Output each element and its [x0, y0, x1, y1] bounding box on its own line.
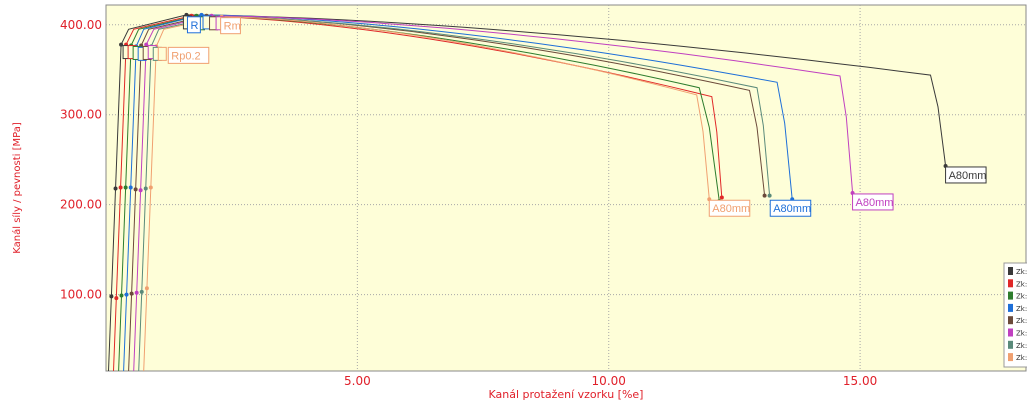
data-point [123, 185, 128, 190]
label-box [708, 199, 751, 217]
rp-label-box [157, 46, 167, 61]
legend-swatch [1008, 291, 1013, 300]
a80-label: A80mm [708, 199, 751, 217]
rp-label: Rp0.2 [167, 46, 210, 64]
legend-swatch [1008, 353, 1013, 362]
legend-swatch [1008, 328, 1013, 337]
data-point [144, 286, 149, 291]
data-point [118, 185, 123, 190]
data-point [129, 291, 134, 296]
legend-box [1003, 262, 1027, 368]
data-point [109, 294, 114, 299]
data-point [119, 42, 124, 47]
label-text: R [190, 20, 198, 32]
a80-label: A80mm [769, 199, 812, 217]
label-box [852, 193, 894, 211]
data-point [148, 185, 153, 190]
label-text: A80mm [712, 203, 750, 215]
data-point [767, 193, 772, 198]
data-point [133, 187, 138, 192]
a80-label: A80mm [945, 166, 987, 184]
legend-label: Zk: [1016, 280, 1027, 288]
label-box [220, 17, 241, 35]
y-tick-label: 200.00 [60, 198, 102, 212]
y-tick-label: 100.00 [60, 288, 102, 302]
legend-label: Zk: [1016, 317, 1027, 325]
label-text: A80mm [949, 170, 987, 182]
data-point [119, 293, 124, 298]
plot-background [105, 4, 1027, 372]
chart-legend[interactable]: Zk: Zk: Zk: Zk: Zk: Zk: Zk: Zk: [1003, 262, 1027, 368]
data-point [138, 188, 143, 193]
label-text: A80mm [773, 203, 811, 215]
y-axis-ticks: 100.00 200.00 300.00 400.00 [60, 18, 102, 302]
data-point [143, 186, 148, 191]
data-point [762, 193, 767, 198]
a80-label: A80mm [852, 193, 894, 211]
legend-swatch [1008, 340, 1013, 349]
legend-label: Zk: [1016, 293, 1027, 301]
x-tick-label: 15.00 [843, 374, 877, 388]
legend-label: Zk: [1016, 268, 1027, 276]
data-point [144, 42, 149, 47]
series-line [143, 16, 710, 372]
data-point [139, 289, 144, 294]
data-point [114, 296, 119, 301]
data-curves [108, 14, 947, 372]
y-tick-label: 400.00 [60, 18, 102, 32]
label-box [769, 199, 812, 217]
legend-swatch [1008, 279, 1013, 288]
label-text: Rm [224, 21, 241, 33]
x-tick-label: 10.00 [592, 374, 626, 388]
data-point [719, 195, 724, 200]
legend-swatch [1008, 267, 1013, 275]
y-axis-title: Kanál síly / pevnosti [MPa] [11, 122, 23, 254]
point-annotations: R Rm Rp0.2 A80mm A80mm A80mm A80mm [122, 15, 987, 217]
data-point [128, 185, 133, 190]
r-label: R [186, 16, 201, 34]
legend-swatch [1008, 303, 1013, 312]
legend-label: Zk: [1016, 330, 1027, 338]
legend-label: Zk: [1016, 342, 1027, 350]
legend-swatch [1008, 316, 1013, 325]
x-axis-ticks: 5.00 10.00 15.00 [344, 374, 877, 388]
x-axis-title: Kanál protažení vzorku [%e] [489, 388, 644, 401]
series-line [133, 15, 854, 372]
label-box [945, 166, 987, 184]
label-box [167, 46, 210, 64]
data-point [124, 292, 129, 297]
x-tick-label: 5.00 [344, 374, 371, 388]
rm-label: Rm [220, 17, 241, 35]
data-point [113, 186, 118, 191]
legend-label: Zk: [1016, 305, 1027, 313]
grid-lines [106, 5, 1026, 371]
label-box [186, 16, 201, 34]
label-text: Rp0.2 [171, 50, 200, 62]
data-point [134, 290, 139, 295]
legend-label: Zk: [1016, 354, 1027, 362]
label-text: A80mm [856, 197, 894, 209]
y-tick-label: 300.00 [60, 108, 102, 122]
